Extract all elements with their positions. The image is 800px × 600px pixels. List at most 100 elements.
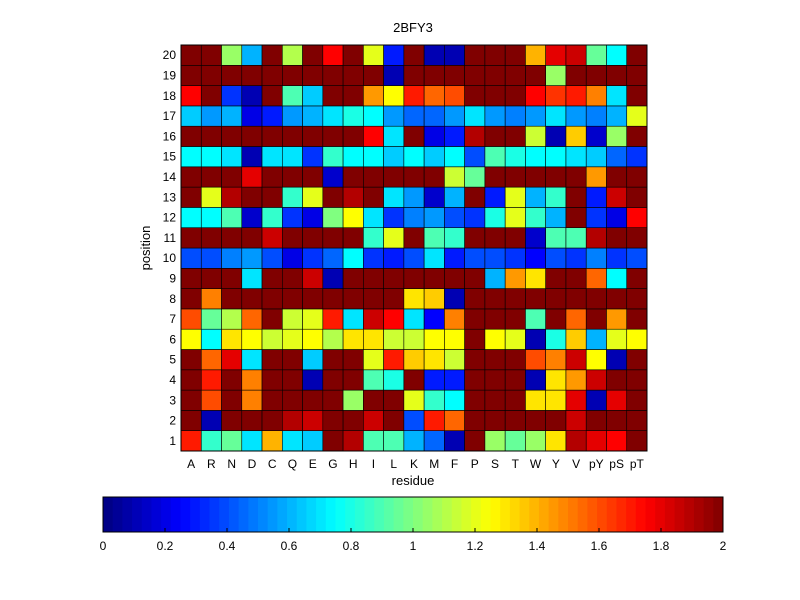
heatmap-cell [403,44,425,66]
heatmap-cell [241,227,263,249]
heatmap-cell [322,186,344,208]
heatmap-cell [342,328,364,350]
heatmap-cell [363,328,384,350]
colorbar-segment [170,497,181,532]
heatmap-cell [484,288,506,310]
heatmap-cell [322,207,344,228]
heatmap-cell [322,44,344,66]
colorbar-segment [471,497,482,532]
heatmap-cell [545,227,567,249]
colorbar-segment [345,497,356,532]
heatmap-cell [180,105,202,127]
y-tick-label: 4 [169,373,176,387]
heatmap-cell [525,328,546,350]
heatmap-cell [525,349,546,371]
heatmap-cell [342,105,364,127]
heatmap-cell [281,369,303,391]
heatmap-cell [322,247,344,269]
colorbar-segment [645,497,656,532]
heatmap-cell [241,267,263,289]
heatmap-cell [322,328,344,350]
heatmap-cell [200,328,222,350]
heatmap-cell [241,125,263,147]
heatmap-cell [383,349,405,371]
heatmap-cell [444,105,465,127]
heatmap-cell [585,186,607,208]
colorbar-segment [316,497,327,532]
heatmap-cell [281,85,303,107]
heatmap-cell [585,65,607,86]
heatmap-cell [342,288,364,310]
heatmap-cell [464,369,486,391]
heatmap-cell [241,410,263,431]
heatmap-cell [383,328,405,350]
heatmap-cell [281,125,303,147]
heatmap-cell [484,166,506,188]
heatmap-cell [241,349,263,371]
heatmap-cell [403,369,425,391]
heatmap-cell [606,308,628,330]
heatmap-cell [221,247,243,269]
heatmap-cell [545,166,567,188]
heatmap-cell [444,65,465,86]
heatmap-cell [241,308,263,330]
heatmap-cell [403,146,425,168]
heatmap-cell [606,247,628,269]
colorbar-segment [306,497,317,532]
heatmap-cell [363,207,384,228]
heatmap-cell [504,85,526,107]
heatmap-cell [444,85,465,107]
heatmap-cell [525,146,546,168]
x-tick-label: H [349,457,358,471]
heatmap-cell [444,267,465,289]
heatmap-cell [464,125,486,147]
heatmap-cell [585,105,607,127]
heatmap-cell [464,105,486,127]
heatmap-cell [444,328,465,350]
heatmap-cell [261,247,283,269]
colorbar-segment [577,497,588,532]
colorbar-segment [684,497,695,532]
colorbar-segment [403,497,414,532]
heatmap-cell [383,166,405,188]
heatmap-cell [525,65,546,86]
heatmap-cell [585,308,607,330]
heatmap-cell [545,328,567,350]
colorbar-segment [480,497,491,532]
colorbar-segment [519,497,530,532]
heatmap-cell [464,44,486,66]
colorbar-segment [228,497,240,532]
heatmap-cell [444,247,465,269]
heatmap-cell [180,389,202,411]
heatmap-cell [444,125,465,147]
heatmap-cell [383,207,405,228]
heatmap-cell [302,146,324,168]
heatmap-cell [626,186,648,208]
y-tick-label: 15 [163,150,177,164]
heatmap-cell [606,369,628,391]
heatmap-cell [221,328,243,350]
heatmap-cell [423,227,445,249]
heatmap-cell [200,410,222,431]
y-tick-label: 3 [169,393,176,407]
heatmap-cell [363,146,384,168]
heatmap-cell [464,166,486,188]
heatmap-cell [180,85,202,107]
heatmap-cell [241,105,263,127]
heatmap-cell [322,125,344,147]
heatmap-cell [261,146,283,168]
heatmap-cell [383,369,405,391]
heatmap-cell [322,85,344,107]
heatmap-cell [545,207,567,228]
x-tick-label: S [491,457,499,471]
heatmap-cell [322,105,344,127]
heatmap-cell [444,430,465,452]
heatmap-cell [200,125,222,147]
heatmap-cell [484,186,506,208]
heatmap-cell [322,65,344,86]
heatmap-cell [322,166,344,188]
heatmap-cell [261,207,283,228]
heatmap-cell [626,207,648,228]
